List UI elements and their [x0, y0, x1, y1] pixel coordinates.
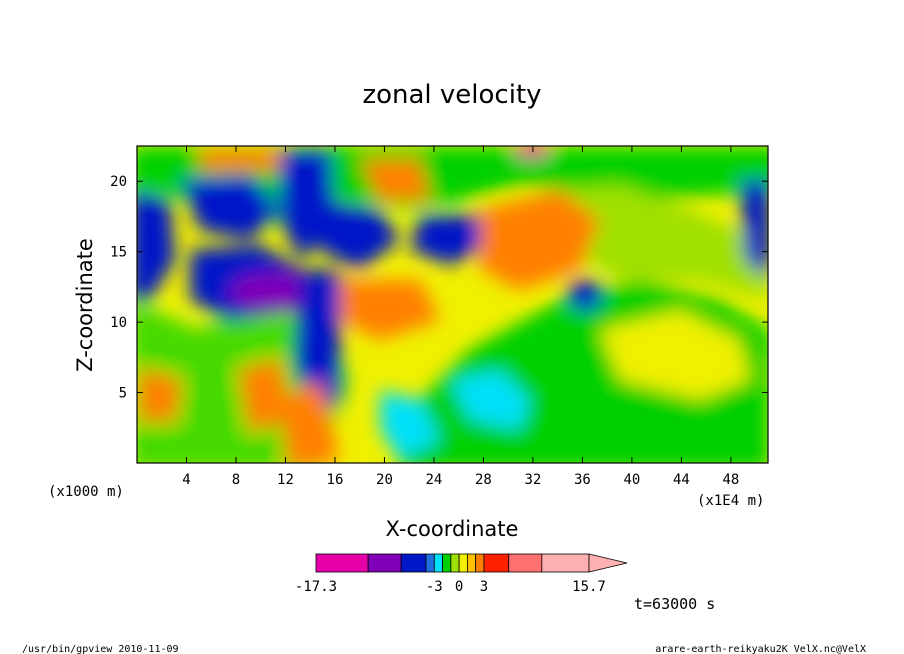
colorbar-segment: [475, 553, 485, 573]
colorbar-segment: [508, 553, 543, 573]
time-label: t=63000 s: [634, 595, 715, 613]
colorbar-segment: [315, 553, 369, 573]
colorbar-labels: -17.3 -3 0 3 15.7: [295, 579, 606, 595]
colorbar-tick-label: -17.3: [295, 579, 337, 595]
y-tick-label: 15: [110, 245, 127, 261]
x-tick-label: 4: [182, 472, 190, 488]
x-tick-label: 44: [673, 472, 690, 488]
colorbar-segment: [442, 553, 452, 573]
y-axis-ticks: 5 10 15 20: [110, 174, 768, 402]
y-tick-label: 10: [110, 315, 127, 331]
colorbar-tick-label: -3: [426, 579, 443, 595]
y-tick-label: 20: [110, 174, 127, 190]
y-tick-label: 5: [119, 386, 127, 402]
colorbar-segment: [483, 553, 510, 573]
colorbar-tick-label: 0: [455, 579, 463, 595]
x-tick-label: 36: [574, 472, 591, 488]
x-tick-label: 16: [327, 472, 344, 488]
x-tick-label: 20: [376, 472, 393, 488]
colorbar-segment: [400, 553, 427, 573]
colorbar-segment: [425, 553, 435, 573]
colorbar-segment: [466, 553, 477, 573]
colorbar-tick-label: 3: [480, 579, 488, 595]
footer-right: arare-earth-reikyaku2K_VelX.nc@VelX: [655, 644, 866, 654]
x-tick-label: 12: [277, 472, 294, 488]
colorbar-segment: [367, 553, 402, 573]
chart-title: zonal velocity: [362, 80, 541, 110]
colorbar: [315, 553, 628, 573]
colorbar-tick-label: 15.7: [572, 579, 606, 595]
colorbar-segment: [458, 553, 468, 573]
footer-left: /usr/bin/gpview 2010-11-09: [22, 644, 179, 654]
x-tick-label: 48: [722, 472, 739, 488]
x-tick-label: 28: [475, 472, 492, 488]
x-unit-label: (x1E4 m): [697, 493, 764, 509]
x-tick-label: 8: [232, 472, 240, 488]
colorbar-segment: [433, 553, 443, 573]
x-tick-label: 32: [524, 472, 541, 488]
colorbar-extend-arrow: [588, 553, 628, 573]
colorbar-segment: [450, 553, 460, 573]
x-tick-label: 40: [623, 472, 640, 488]
heatmap-field: [137, 146, 768, 463]
x-tick-label: 24: [426, 472, 443, 488]
y-unit-label: (x1000 m): [48, 484, 124, 500]
y-axis-label: Z-coordinate: [73, 238, 97, 372]
colorbar-segment: [541, 553, 590, 573]
x-axis-ticks: 4 8 12 16 20 24 28 32 36 40 44 48: [182, 146, 739, 488]
x-axis-label: X-coordinate: [386, 517, 519, 541]
plot-frame: [136, 145, 769, 464]
